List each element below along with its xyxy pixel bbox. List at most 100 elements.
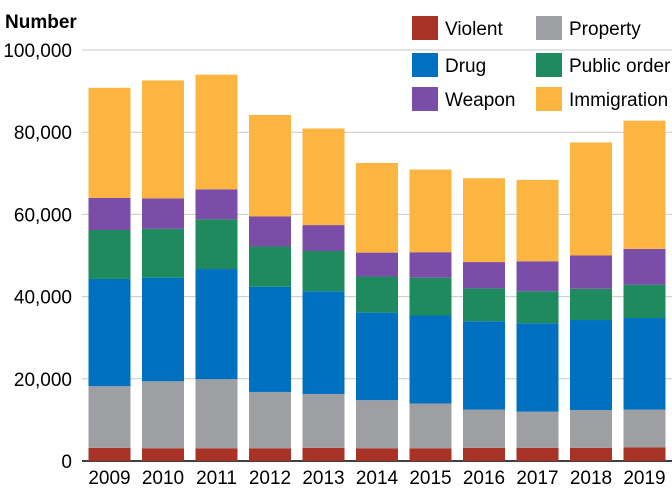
y-tick-label: 80,000 [14, 123, 72, 144]
x-tick-label: 2011 [196, 468, 237, 489]
bar-weapon-2015 [409, 252, 452, 278]
bar-immigration-2013 [302, 128, 345, 226]
bar-drug-2013 [302, 291, 345, 395]
legend-label: Public order [569, 56, 671, 77]
bar-violent-2016 [463, 447, 505, 461]
bar-violent-2017 [516, 447, 559, 461]
y-tick-label: 20,000 [14, 370, 72, 391]
bar-immigration-2014 [356, 163, 398, 253]
bar-violent-2018 [570, 447, 612, 461]
bar-drug-2014 [356, 312, 398, 401]
legend-label: Weapon [445, 90, 515, 111]
x-tick-label: 2015 [409, 468, 451, 489]
bar-immigration-2017 [516, 179, 559, 262]
bar-weapon-2012 [249, 216, 291, 247]
bar-weapon-2019 [623, 248, 666, 285]
bar-weapon-2016 [463, 262, 505, 289]
bar-public-order-2013 [302, 250, 345, 292]
legend-label: Property [569, 19, 641, 40]
legend: Violent Property Drug Public order Weapon Imm… [412, 16, 671, 111]
bar-weapon-2018 [570, 255, 612, 289]
bar-public-order-2019 [623, 284, 666, 318]
x-tick-label: 2014 [356, 468, 399, 489]
bar-property-2013 [302, 394, 345, 448]
bar-drug-2011 [195, 269, 238, 380]
legend-label: Drug [445, 56, 486, 77]
bar-immigration-2012 [249, 114, 291, 217]
bar-property-2018 [570, 410, 612, 448]
bar-violent-2019 [623, 447, 666, 461]
bar-violent-2014 [356, 448, 398, 461]
bar-public-order-2011 [195, 219, 238, 270]
bar-drug-2018 [570, 320, 612, 411]
bar-violent-2013 [302, 447, 345, 461]
bar-weapon-2013 [302, 225, 345, 251]
y-tick-label: 0 [61, 452, 72, 473]
bar-immigration-2010 [142, 80, 184, 199]
bar-property-2009 [88, 386, 131, 448]
x-tick-label: 2018 [570, 468, 612, 489]
bar-property-2014 [356, 400, 398, 449]
bar-weapon-2017 [516, 261, 559, 292]
bar-immigration-2009 [88, 87, 131, 198]
bar-drug-2016 [463, 321, 505, 410]
legend-swatch-immigration [536, 87, 562, 111]
x-tick-label: 2013 [302, 468, 344, 489]
bar-public-order-2016 [463, 288, 505, 322]
bar-property-2011 [195, 379, 238, 449]
x-axis-ticks: 2009 2010 2011 2012 2013 2014 2015 2016 2017 2018… [88, 468, 665, 489]
bar-property-2015 [409, 403, 452, 449]
bar-violent-2010 [142, 448, 184, 461]
bar-immigration-2019 [623, 120, 666, 249]
bar-property-2012 [249, 391, 291, 449]
x-tick-label: 2016 [463, 468, 505, 489]
bar-public-order-2015 [409, 277, 452, 316]
x-tick-label: 2009 [88, 468, 130, 489]
bar-drug-2017 [516, 323, 559, 412]
bar-drug-2019 [623, 317, 666, 410]
legend-label: Violent [445, 19, 503, 40]
bar-weapon-2010 [142, 198, 184, 229]
bar-drug-2015 [409, 315, 452, 404]
x-tick-label: 2010 [142, 468, 184, 489]
bar-drug-2010 [142, 277, 184, 382]
bar-immigration-2016 [463, 178, 505, 263]
bar-drug-2012 [249, 286, 291, 392]
legend-swatch-public-order [536, 53, 562, 77]
bar-violent-2009 [88, 447, 131, 461]
y-tick-label: 40,000 [14, 288, 72, 309]
bar-property-2016 [463, 409, 505, 448]
y-axis-ticks: 0 20,000 40,000 60,000 80,000 100,000 [3, 41, 72, 473]
bar-immigration-2011 [195, 74, 238, 190]
bar-drug-2009 [88, 278, 131, 387]
bar-public-order-2012 [249, 246, 291, 287]
x-tick-label: 2012 [249, 468, 291, 489]
legend-swatch-violent [412, 16, 438, 40]
legend-label: Immigration [569, 90, 668, 111]
bars [88, 74, 666, 461]
bar-violent-2012 [249, 448, 291, 461]
legend-swatch-drug [412, 53, 438, 77]
bar-weapon-2011 [195, 189, 238, 220]
y-tick-label: 100,000 [3, 41, 72, 62]
bar-property-2017 [516, 411, 559, 448]
bar-property-2010 [142, 381, 184, 449]
legend-swatch-weapon [412, 87, 438, 111]
bar-violent-2015 [409, 448, 452, 461]
bar-property-2019 [623, 409, 666, 448]
bar-public-order-2014 [356, 276, 398, 313]
bar-immigration-2018 [570, 142, 612, 256]
bar-public-order-2010 [142, 228, 184, 278]
bar-immigration-2015 [409, 169, 452, 253]
x-tick-label: 2017 [516, 468, 558, 489]
bar-violent-2011 [195, 448, 238, 461]
x-tick-label: 2019 [623, 468, 665, 489]
y-axis-title: Number [5, 12, 77, 33]
legend-swatch-property [536, 16, 562, 40]
bar-public-order-2009 [88, 230, 131, 279]
bar-weapon-2014 [356, 252, 398, 277]
bar-weapon-2009 [88, 197, 131, 231]
bar-public-order-2018 [570, 288, 612, 321]
bar-public-order-2017 [516, 291, 559, 324]
